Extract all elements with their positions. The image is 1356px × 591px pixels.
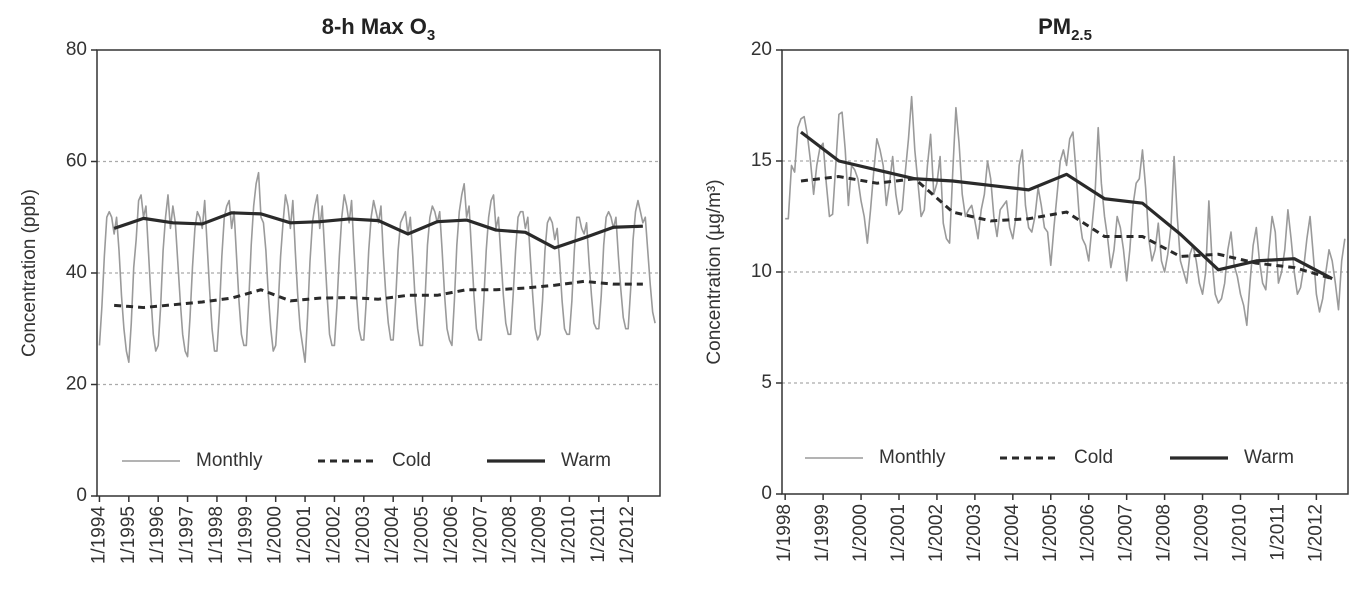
y-tick-label: 40 <box>66 262 87 283</box>
y-tick-label: 0 <box>761 483 772 504</box>
title-main: PM <box>1038 14 1071 39</box>
y-tick-label: 20 <box>751 39 772 60</box>
y-tick-label: 10 <box>751 261 772 282</box>
x-tick-label: 1/2001 <box>294 506 315 564</box>
chart-title: PM2.5 <box>1038 14 1092 44</box>
chart: PM2.5 Concentration (µg/m³) 0 5 10 15 20 1/1998… <box>704 14 1349 563</box>
series-line <box>113 211 643 250</box>
legend-label: Cold <box>1074 447 1113 468</box>
x-tick-label: 1/1998 <box>774 504 795 562</box>
x-tick-label: 1/2006 <box>1078 504 1099 562</box>
legend-label: Warm <box>1244 447 1294 468</box>
x-tick-label: 1/2012 <box>617 506 638 564</box>
x-tick-label: 1/2010 <box>1230 504 1251 562</box>
series-line <box>98 171 656 363</box>
x-tick-label: 1/2004 <box>382 506 403 565</box>
series-line <box>114 279 643 310</box>
legend-label: Monthly <box>196 450 263 471</box>
title-main: 8-h Max O <box>322 14 427 39</box>
x-tick-label: 1/2004 <box>1002 504 1023 563</box>
series-line <box>800 175 1333 281</box>
legend-label: Monthly <box>879 447 946 468</box>
y-tick-label: 15 <box>751 150 772 171</box>
y-tick-label: 60 <box>66 151 87 172</box>
x-tick-label: 1/2000 <box>850 504 871 562</box>
x-tick-label: 1/2007 <box>1116 504 1137 562</box>
series-line <box>800 130 1333 281</box>
y-tick-label: 80 <box>66 39 87 60</box>
x-tick-label: 1/2005 <box>412 506 433 564</box>
x-tick-label: 1/1997 <box>177 506 198 564</box>
x-tick-label: 1/2007 <box>470 506 491 564</box>
plot-frame <box>96 49 661 497</box>
chart-title: 8-h Max O3 <box>322 14 435 44</box>
title-subscript: 2.5 <box>1071 27 1092 44</box>
x-tick-label: 1/2012 <box>1305 504 1326 562</box>
y-axis-label: Concentration (ppb) <box>19 189 40 357</box>
x-tick-label: 1/2009 <box>529 506 550 564</box>
x-tick-label: 1/2006 <box>441 506 462 564</box>
x-tick-label: 1/1999 <box>812 504 833 562</box>
x-tick-label: 1/2008 <box>1154 504 1175 562</box>
chart: 8-h Max O3 Concentration (ppb) 0 20 40 60 80 1/… <box>19 14 661 565</box>
y-axis-label: Concentration (µg/m³) <box>704 179 725 364</box>
x-tick-label: 1/1998 <box>206 506 227 564</box>
x-tick-label: 1/2011 <box>1267 504 1288 561</box>
x-tick-label: 1/2011 <box>588 506 609 563</box>
title-subscript: 3 <box>427 27 435 44</box>
x-tick-label: 1/2002 <box>323 506 344 564</box>
x-tick-label: 1/1999 <box>235 506 256 564</box>
plot-frame <box>781 49 1349 495</box>
x-tick-label: 1/2008 <box>500 506 521 564</box>
legend-label: Warm <box>561 450 611 471</box>
y-tick-label: 20 <box>66 374 87 395</box>
y-tick-label: 0 <box>76 485 87 506</box>
x-tick-label: 1/2000 <box>265 506 286 564</box>
series-line <box>785 95 1346 327</box>
x-tick-label: 1/2001 <box>888 504 909 562</box>
x-tick-label: 1/2010 <box>558 506 579 564</box>
x-tick-label: 1/1995 <box>118 506 139 564</box>
x-tick-label: 1/2003 <box>964 504 985 562</box>
x-tick-label: 1/1994 <box>88 506 109 565</box>
x-tick-label: 1/2002 <box>926 504 947 562</box>
x-tick-label: 1/1996 <box>147 506 168 564</box>
x-tick-label: 1/2009 <box>1192 504 1213 562</box>
x-tick-label: 1/2005 <box>1040 504 1061 562</box>
x-tick-label: 1/2003 <box>353 506 374 564</box>
legend-label: Cold <box>392 450 431 471</box>
y-tick-label: 5 <box>761 372 772 393</box>
